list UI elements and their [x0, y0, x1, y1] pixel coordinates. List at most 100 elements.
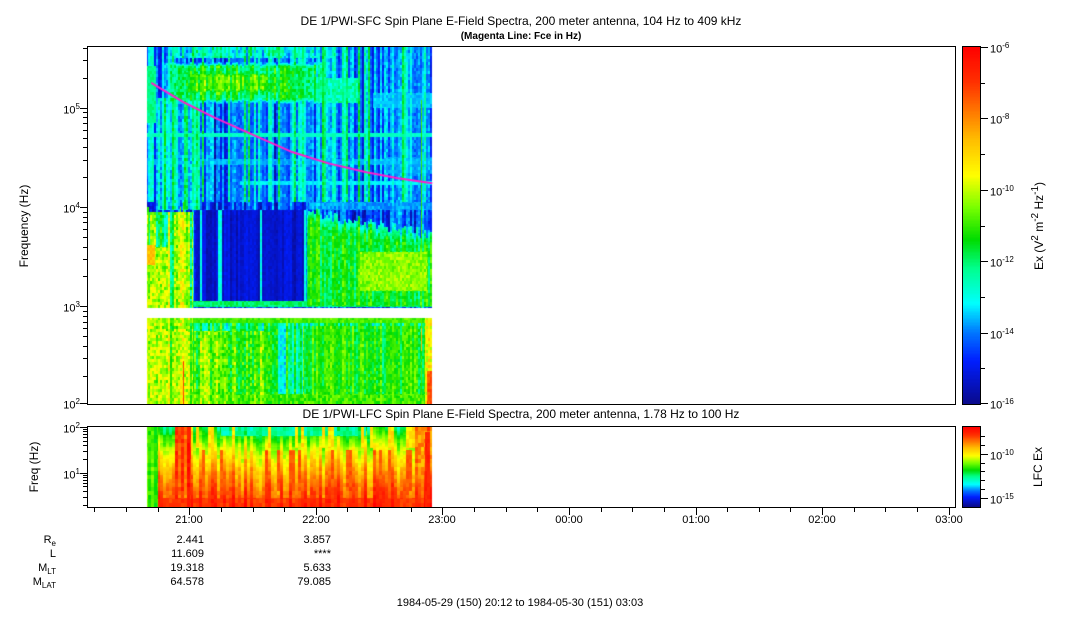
ephemeris-value: 19.318 — [170, 562, 204, 574]
lfc-y-minor-tick — [83, 451, 87, 452]
sfc-cb-major-tick — [981, 47, 988, 48]
lfc-cb-major-tick — [981, 498, 988, 499]
sfc-cb-minor-tick — [981, 226, 985, 227]
sfc-y-minor-tick — [83, 328, 87, 329]
lfc-cb-minor-tick — [981, 471, 985, 472]
sfc-y-minor-tick — [83, 336, 87, 337]
sfc-y-major-tick — [80, 108, 87, 109]
sfc-y-minor-tick — [83, 78, 87, 79]
lfc-y-minor-tick — [83, 505, 87, 506]
sfc-y-minor-tick — [83, 259, 87, 260]
ephemeris-row-label: MLT — [38, 562, 56, 577]
time-axis-minor-tick — [253, 508, 254, 512]
sfc-cb-label-sup: -2 — [1030, 212, 1041, 222]
sfc-cb-major-tick — [981, 403, 988, 404]
sfc-cb-tick-label: 10-12 — [990, 255, 1014, 270]
time-axis-minor-tick — [474, 508, 475, 512]
lfc-y-minor-tick — [83, 434, 87, 435]
time-axis-major-tick — [442, 508, 443, 515]
sfc-colorbar-label: Ex (V2 m-2 Hz-1) — [1030, 182, 1046, 270]
lfc-y-minor-tick — [83, 491, 87, 492]
ephemeris-row-label: MLAT — [32, 576, 56, 591]
sfc-y-minor-tick — [83, 229, 87, 230]
lfc-colorbar-canvas — [963, 427, 980, 507]
sfc-cb-label-part: m — [1032, 221, 1046, 236]
lfc-y-major-tick — [80, 473, 87, 474]
sfc-plot-area — [87, 46, 956, 405]
sfc-cb-tick-label: 10-14 — [990, 327, 1014, 342]
lfc-y-minor-tick — [83, 437, 87, 438]
sfc-y-minor-tick — [83, 147, 87, 148]
time-axis-major-tick — [316, 508, 317, 515]
sfc-y-minor-tick — [83, 322, 87, 323]
lfc-cb-minor-tick — [981, 463, 985, 464]
time-axis-minor-tick — [759, 508, 760, 512]
time-axis-label: 03:00 — [935, 514, 963, 526]
sfc-y-minor-tick — [83, 138, 87, 139]
lfc-y-minor-tick — [83, 441, 87, 442]
time-axis-major-tick — [949, 508, 950, 515]
sfc-cb-label-sup: 2 — [1030, 235, 1041, 241]
sfc-y-minor-tick — [83, 160, 87, 161]
ephemeris-row-label: L — [49, 548, 56, 560]
sfc-y-major-tick — [80, 403, 87, 404]
sfc-cb-minor-tick — [981, 368, 985, 369]
sfc-cb-minor-tick — [981, 297, 985, 298]
ephemeris-value: 79.085 — [297, 576, 331, 588]
caption-date-range: 1984-05-29 (150) 20:12 to 1984-05-30 (15… — [396, 597, 644, 609]
time-axis-minor-tick — [126, 508, 127, 512]
time-axis-label: 01:00 — [682, 514, 710, 526]
sfc-cb-label-part: ) — [1032, 181, 1046, 186]
sfc-colorbar — [962, 46, 981, 405]
sfc-y-minor-tick — [83, 112, 87, 113]
sfc-y-tick-label: 103 — [63, 300, 80, 315]
sfc-y-minor-tick — [83, 117, 87, 118]
lfc-cb-minor-tick — [981, 436, 985, 437]
ephemeris-value: 5.633 — [303, 562, 331, 574]
lfc-y-minor-tick — [83, 497, 87, 498]
time-axis-minor-tick — [347, 508, 348, 512]
sfc-title: DE 1/PWI-SFC Spin Plane E-Field Spectra,… — [300, 14, 742, 28]
lfc-colorbar — [962, 426, 981, 508]
time-axis-minor-tick — [537, 508, 538, 512]
sfc-cb-major-tick — [981, 261, 988, 262]
lfc-y-minor-tick — [83, 480, 87, 481]
sfc-y-minor-tick — [83, 212, 87, 213]
sfc-y-minor-tick — [83, 346, 87, 347]
time-axis-minor-tick — [284, 508, 285, 512]
time-axis-minor-tick — [917, 508, 918, 512]
sfc-y-tick-label: 104 — [63, 201, 80, 216]
time-axis-minor-tick — [632, 508, 633, 512]
time-axis-minor-tick — [601, 508, 602, 512]
sfc-cb-tick-label: 10-16 — [990, 397, 1014, 412]
lfc-cb-minor-tick — [981, 489, 985, 490]
sfc-y-axis-label: Frequency (Hz) — [17, 184, 31, 268]
time-axis-minor-tick — [664, 508, 665, 512]
time-axis-label: 22:00 — [302, 514, 330, 526]
lfc-cb-minor-tick — [981, 480, 985, 481]
time-axis-minor-tick — [158, 508, 159, 512]
lfc-y-minor-tick — [83, 477, 87, 478]
sfc-y-minor-tick — [83, 237, 87, 238]
lfc-y-minor-tick — [83, 483, 87, 484]
time-axis-label: 00:00 — [555, 514, 583, 526]
time-axis-major-tick — [696, 508, 697, 515]
time-axis-label: 21:00 — [175, 514, 203, 526]
time-axis-minor-tick — [885, 508, 886, 512]
ephemeris-value: 11.609 — [171, 548, 204, 560]
sfc-y-minor-tick — [83, 60, 87, 61]
sfc-cb-label-part: Hz — [1032, 194, 1046, 213]
sfc-y-minor-tick — [83, 177, 87, 178]
time-axis-minor-tick — [379, 508, 380, 512]
ephemeris-value: **** — [313, 548, 331, 560]
sfc-y-minor-tick — [83, 130, 87, 131]
sfc-y-minor-tick — [83, 123, 87, 124]
sfc-y-minor-tick — [83, 48, 87, 49]
sfc-y-minor-tick — [83, 358, 87, 359]
ephemeris-value: 2.441 — [176, 534, 204, 546]
sfc-cb-tick-label: 10-6 — [990, 41, 1010, 56]
time-axis-minor-tick — [854, 508, 855, 512]
ephemeris-value: 64.578 — [170, 576, 204, 588]
sfc-cb-major-tick — [981, 190, 988, 191]
lfc-y-minor-tick — [83, 431, 87, 432]
